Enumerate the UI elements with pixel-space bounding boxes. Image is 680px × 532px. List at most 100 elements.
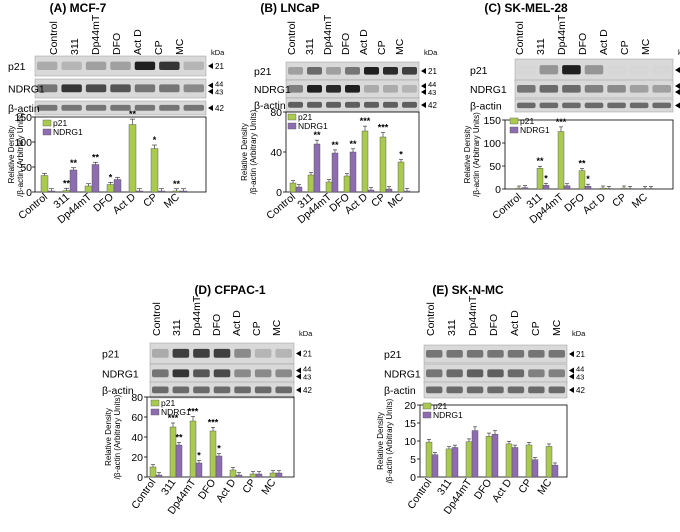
lane-label: Act D [231, 310, 243, 336]
significance-label: * [217, 444, 221, 454]
x-tick-label: CP [369, 191, 388, 210]
lane-label: Control [514, 21, 526, 55]
kda-label: kDa [572, 329, 586, 338]
lane-label: CP [530, 321, 542, 336]
blot-band [402, 85, 417, 93]
bar-p21 [40, 175, 49, 193]
marker-label: 21 [576, 350, 585, 359]
blot-band [584, 85, 604, 93]
bar-ndrg1 [113, 179, 122, 193]
bar-p21 [397, 161, 405, 193]
bar-p21 [557, 131, 565, 190]
y-tick-label: 10 [404, 436, 416, 448]
y-axis-title: Relative Density [240, 123, 249, 181]
blot-band [37, 84, 58, 93]
marker-label: 44 [428, 80, 436, 89]
lane-label: CP [619, 40, 631, 55]
blot-band [652, 65, 671, 75]
marker-label: 44 [303, 365, 311, 374]
y-tick-label: 0 [137, 472, 143, 484]
band-label: p21 [470, 65, 488, 77]
lane-label: CP [153, 40, 165, 55]
blot-band [85, 61, 107, 70]
blot-band [528, 386, 545, 394]
marker-arrow [675, 83, 680, 89]
blot-band [172, 369, 190, 378]
blot-band [507, 386, 525, 394]
y-axis-subtitle: /β-actin (Arbitrary Units) [249, 109, 258, 194]
band-label: NDRG1 [254, 84, 291, 96]
band-label: p21 [384, 349, 402, 361]
lane-label: Control [286, 21, 298, 55]
significance-label: *** [188, 407, 199, 417]
kda-label: kDa [678, 48, 680, 57]
bar-p21 [325, 181, 333, 193]
blot-band [288, 101, 303, 108]
blot-band [152, 386, 169, 394]
marker-arrow [421, 68, 426, 74]
bar-ndrg1 [175, 444, 183, 478]
blot-band [487, 386, 504, 394]
bar-p21 [106, 184, 115, 193]
bar-ndrg1 [531, 459, 539, 478]
blot-band [193, 386, 210, 394]
band-label: β-actin [8, 103, 40, 115]
x-tick-label: MC [162, 191, 183, 211]
lane-label: Dp44mT [90, 14, 102, 55]
significance-label: ** [349, 139, 357, 149]
significance-label: *** [556, 117, 567, 127]
blot-band [466, 350, 484, 358]
blot-band [326, 85, 341, 93]
bar-p21 [525, 444, 533, 478]
bar-p21 [150, 148, 159, 193]
blot-band [254, 348, 272, 358]
blot-band [345, 67, 360, 75]
blot-band [234, 386, 251, 394]
significance-label: ** [578, 159, 586, 169]
marker-label: 21 [215, 62, 224, 71]
blot-band [288, 67, 303, 75]
legend-label: p21 [161, 398, 175, 408]
blot-band [539, 65, 559, 75]
lane-label: MC [640, 38, 652, 55]
band-label: β-actin [470, 101, 502, 113]
blot-band [562, 65, 581, 75]
y-tick-label: 15 [404, 418, 416, 430]
significance-label: * [197, 451, 201, 461]
marker-label: 21 [428, 67, 437, 76]
blot-band [426, 350, 443, 358]
blot-band [364, 67, 379, 75]
legend-label: p21 [433, 401, 447, 411]
marker-arrow [421, 102, 426, 108]
marker-label: 44 [576, 365, 584, 374]
marker-arrow [569, 373, 574, 380]
legend-label: p21 [53, 118, 67, 128]
blot-band [213, 348, 231, 358]
band-label: NDRG1 [384, 369, 421, 381]
kda-label: kDa [211, 48, 225, 57]
band-label: β-actin [384, 385, 416, 397]
marker-label: 44 [215, 80, 223, 89]
blot-band [507, 369, 525, 378]
blot-band [517, 85, 536, 93]
blot-band [152, 348, 169, 358]
blot-band [61, 104, 82, 111]
blot-band [562, 102, 581, 109]
bar-ndrg1 [155, 474, 163, 478]
blot-band [517, 102, 536, 109]
blot-band [629, 65, 649, 75]
legend-swatch-ndrg1 [150, 408, 160, 416]
bar-ndrg1 [179, 190, 188, 193]
y-axis-subtitle: /β-actin (Arbitrary Units) [16, 112, 25, 197]
blot-band [134, 61, 156, 70]
blot-band [528, 350, 545, 358]
panel-title: (B) LNCaP [260, 1, 319, 15]
lane-label: Control [151, 302, 163, 336]
blot-band [159, 84, 180, 93]
blot-band [85, 104, 107, 111]
blot-band [307, 101, 322, 108]
x-tick-label: MC [535, 477, 554, 498]
bar-ndrg1 [91, 164, 100, 193]
y-tick-label: 0 [276, 187, 282, 199]
lane-label: 311 [535, 38, 547, 55]
